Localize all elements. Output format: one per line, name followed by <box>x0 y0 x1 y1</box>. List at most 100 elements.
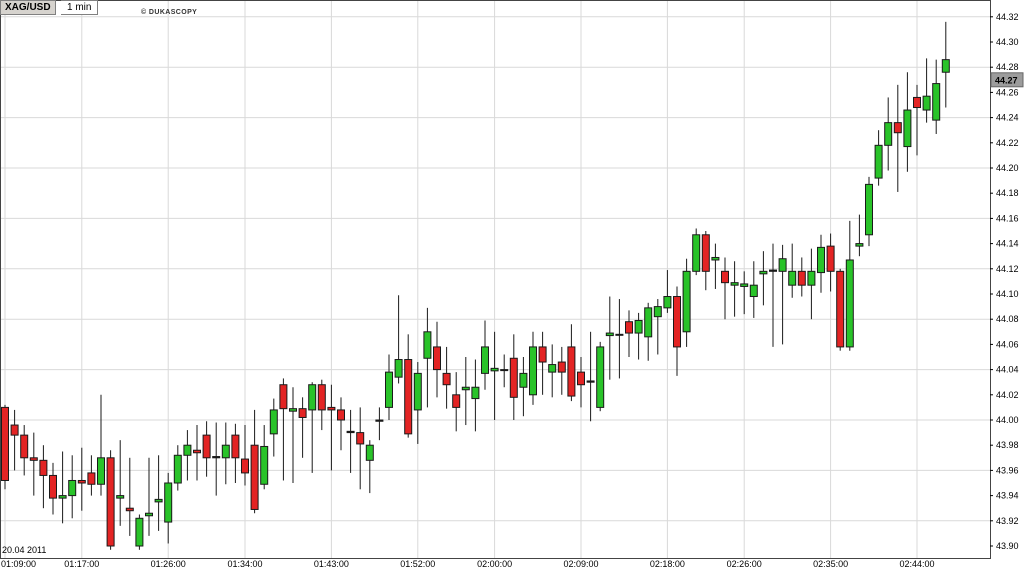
candle <box>202 421 211 477</box>
candle-body-up <box>289 408 297 412</box>
candle-body-up <box>269 409 278 435</box>
candle <box>58 451 67 524</box>
candle <box>740 271 749 315</box>
candle <box>625 310 633 357</box>
time-axis-label: 02:26:00 <box>727 559 762 568</box>
candle-body-down <box>625 321 633 334</box>
candle <box>865 176 873 247</box>
candle <box>145 457 153 536</box>
candle <box>39 445 48 509</box>
candle <box>375 407 384 441</box>
candle <box>365 440 374 494</box>
candle-body-down <box>701 234 710 272</box>
timeframe-selector[interactable]: 1 min <box>61 0 99 15</box>
price-axis-label: 44.02 <box>996 390 1019 400</box>
candle <box>221 422 230 485</box>
candle <box>404 334 413 438</box>
candle <box>413 362 422 444</box>
candle <box>135 514 144 550</box>
candle-body-up <box>413 372 422 411</box>
candle <box>874 130 883 186</box>
candle <box>788 243 797 298</box>
candle-body-down <box>298 408 307 418</box>
candle-body-up <box>730 282 739 286</box>
candle-body-up <box>711 256 720 261</box>
candle-body-up <box>865 183 873 236</box>
price-axis-label: 44.24 <box>996 113 1019 123</box>
candle <box>932 59 941 134</box>
candle <box>29 432 38 496</box>
candle-body-down <box>913 96 921 109</box>
candle-body-up <box>490 367 499 372</box>
candle-body-down <box>20 434 29 459</box>
candle-body-up <box>145 512 153 517</box>
copyright-label: © DUKASCOPY <box>141 9 198 16</box>
candle-body-down <box>193 449 201 454</box>
candle-body-down <box>29 457 38 461</box>
candle <box>519 357 528 417</box>
candle <box>817 234 825 293</box>
price-axis-label: 43.96 <box>996 465 1019 475</box>
candle <box>538 331 547 395</box>
price-axis-label: 43.94 <box>996 491 1019 501</box>
candle <box>769 243 777 347</box>
candle <box>529 331 537 405</box>
candle-body-up <box>135 517 144 547</box>
candle <box>778 244 787 345</box>
candle-body-down <box>202 434 211 459</box>
candle-body-up <box>58 495 67 499</box>
candle <box>231 423 240 483</box>
symbol-tab[interactable]: XAG/USD <box>0 0 56 15</box>
candle <box>442 346 451 409</box>
candle <box>749 261 758 318</box>
candle <box>116 440 125 526</box>
candle-body-down <box>39 459 48 476</box>
price-axis-label: 43.98 <box>996 440 1019 450</box>
candle-body-up <box>605 332 614 337</box>
candle-body-up <box>778 258 787 272</box>
candle <box>97 394 105 496</box>
price-axis-label: 44.08 <box>996 314 1019 324</box>
candle <box>644 302 653 361</box>
candle <box>701 231 710 291</box>
candle <box>490 331 499 420</box>
candle-body-up <box>116 495 125 499</box>
candle-body-down <box>49 474 57 499</box>
price-axis-label: 44.14 <box>996 239 1019 249</box>
candle-body-up <box>740 283 749 287</box>
candle-body-up <box>586 380 595 383</box>
candle-body-up <box>68 479 77 497</box>
time-axis-label: 01:52:00 <box>400 559 435 568</box>
time-axis-label: 01:09:00 <box>1 559 36 568</box>
candle <box>125 457 134 536</box>
candle-body-up <box>461 386 470 391</box>
candle <box>327 384 336 471</box>
candle-body-down <box>826 245 835 272</box>
price-axis-label: 44.26 <box>996 87 1019 97</box>
candle <box>663 270 672 313</box>
candle <box>87 455 96 496</box>
candle-body-down <box>557 361 566 373</box>
candle-body-up <box>385 371 393 408</box>
price-axis-label: 43.92 <box>996 516 1019 526</box>
candle <box>298 397 307 458</box>
candle-body-up <box>260 445 269 485</box>
candle-body-up <box>692 234 701 272</box>
candle <box>548 344 557 398</box>
candle-body-down <box>356 432 365 445</box>
candle-body-down <box>241 458 249 474</box>
candle <box>903 72 912 172</box>
candle-body-up <box>749 284 758 298</box>
candle <box>893 84 902 192</box>
candle <box>385 354 393 420</box>
candle-body-up <box>884 122 893 146</box>
candle <box>759 251 768 306</box>
candle-body-down <box>797 270 806 286</box>
candle-body-down <box>836 270 845 348</box>
candle <box>567 324 576 402</box>
price-axis-label: 44.18 <box>996 188 1019 198</box>
candle <box>481 320 489 390</box>
candle <box>500 354 509 388</box>
